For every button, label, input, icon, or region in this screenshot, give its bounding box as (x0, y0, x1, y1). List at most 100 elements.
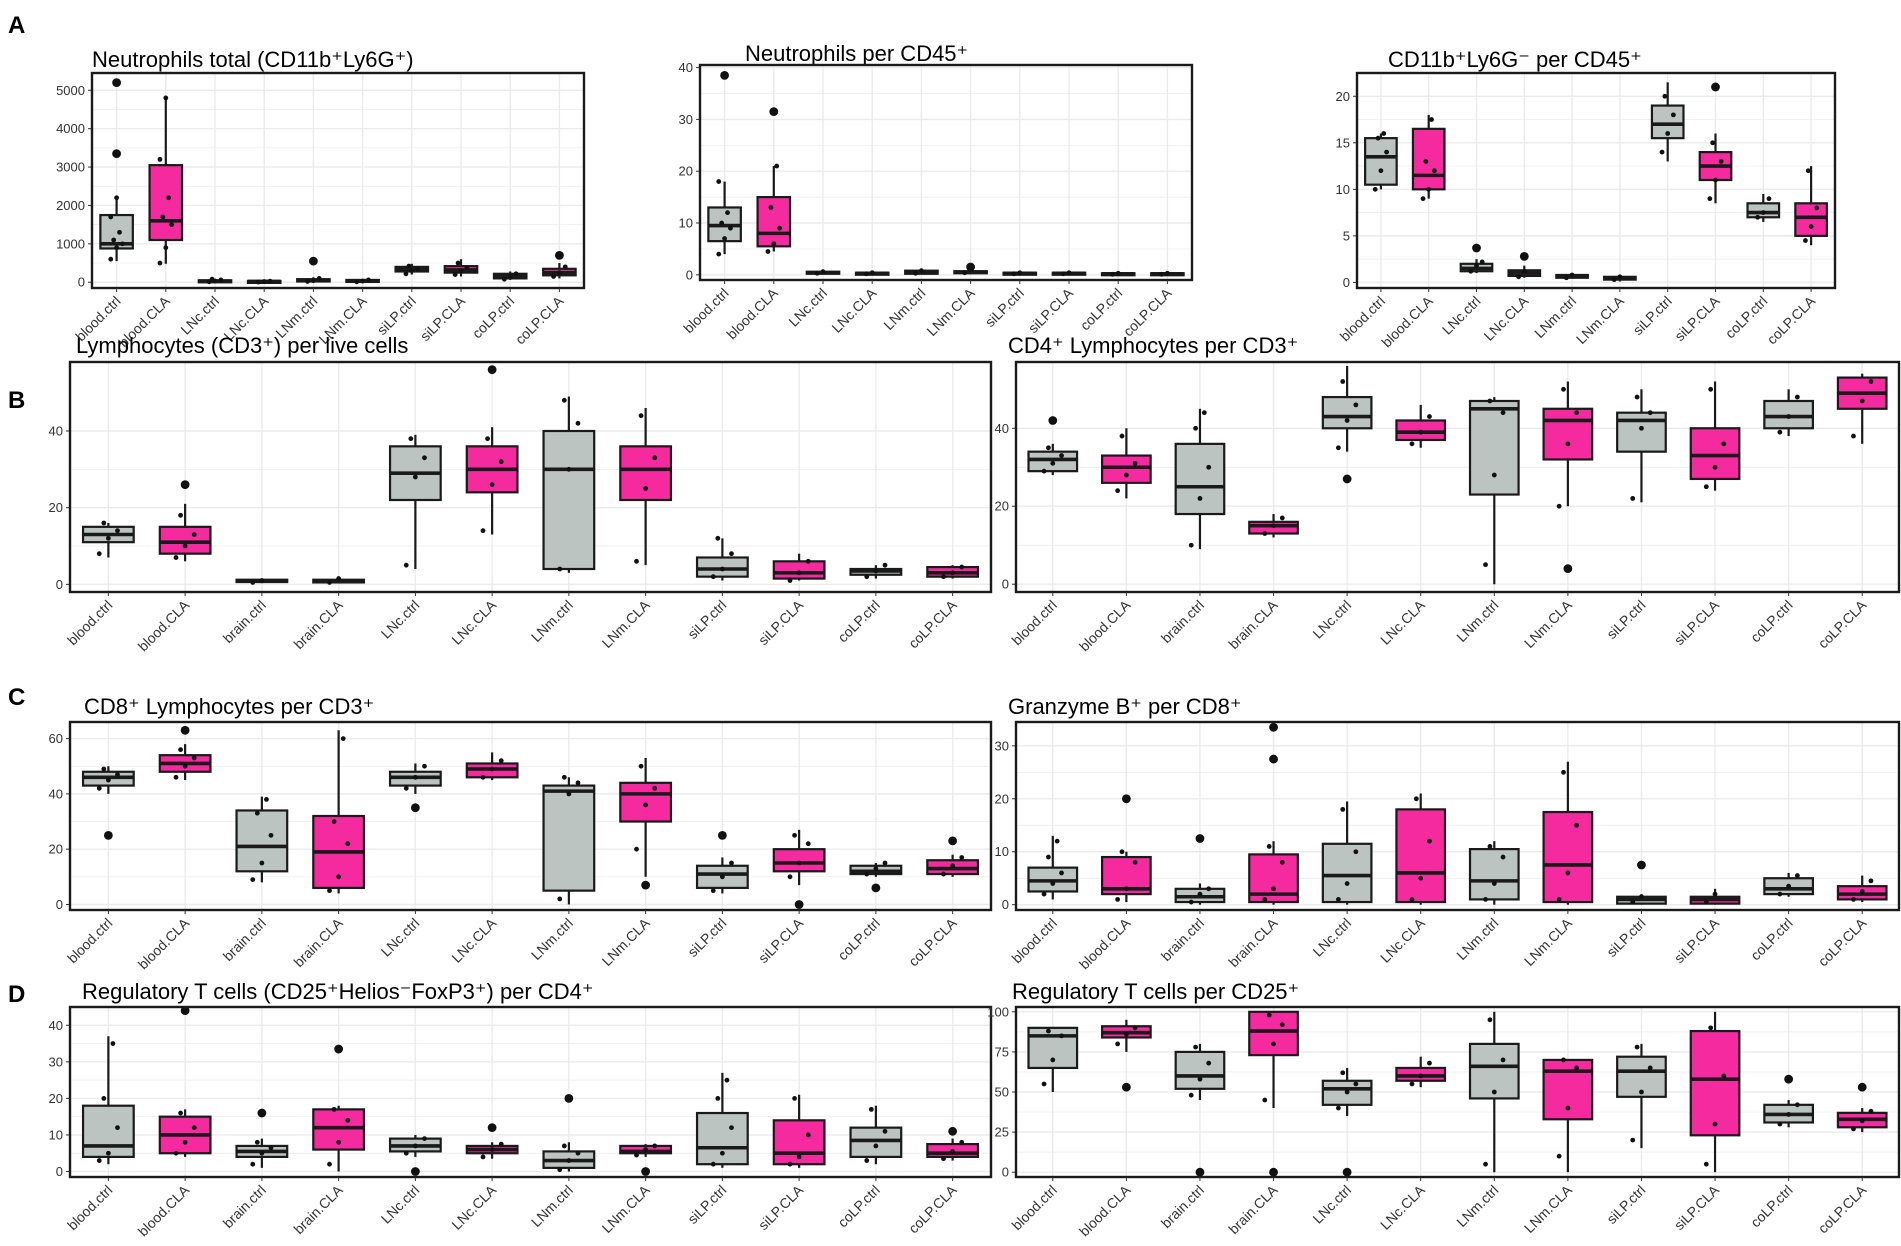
chart-title: Regulatory T cells (CD25⁺Helios⁻FoxP3⁺) … (82, 979, 593, 1004)
outlier-point (1269, 754, 1278, 764)
outlier-point (1195, 834, 1205, 843)
data-point (403, 1150, 409, 1156)
x-tick-label: coLP.CLA (905, 914, 960, 969)
data-point (452, 272, 458, 277)
y-tick-label: 20 (995, 499, 1009, 514)
box-coLP.ctrl (849, 860, 903, 893)
data-point (1165, 270, 1170, 276)
data-point (652, 785, 658, 791)
data-point (1046, 445, 1051, 451)
box-blood.CLA (1411, 114, 1446, 202)
data-point (1409, 897, 1415, 902)
x-tick-label: brain.CLA (290, 596, 346, 652)
outlier-point (769, 107, 779, 117)
y-tick-label: 40 (49, 424, 63, 439)
outlier-point (1269, 722, 1278, 732)
x-tick-label: coLP.CLA (905, 596, 960, 651)
data-point (1046, 854, 1051, 860)
x-tick-label: brain.ctrl (1158, 597, 1207, 646)
x-tick-label: brain.ctrl (1158, 1182, 1207, 1231)
data-point (105, 535, 111, 541)
x-tick-label: siLP.ctrl (684, 1182, 729, 1227)
data-point (412, 1143, 418, 1149)
y-tick-label: 100 (987, 1004, 1009, 1019)
data-point (561, 774, 567, 780)
y-tick-label: 10 (49, 1127, 63, 1142)
y-tick-label: 30 (49, 1054, 63, 1069)
data-point (941, 574, 946, 580)
data-point (489, 482, 495, 488)
data-point (1665, 131, 1671, 136)
data-point (218, 277, 224, 283)
box-coLP.CLA (542, 250, 577, 279)
data-point (1378, 168, 1384, 174)
data-point (255, 279, 261, 285)
outlier-point (641, 1167, 651, 1176)
box-LNc.ctrl (1321, 1067, 1373, 1177)
outlier-point (966, 262, 975, 272)
x-tick-label: blood.ctrl (1008, 915, 1059, 966)
x-tick-label: siLP.ctrl (1603, 597, 1648, 642)
outlier-point (1784, 1074, 1794, 1084)
data-point (480, 528, 486, 534)
data-point (1262, 531, 1268, 536)
x-tick-label: coLP.ctrl (1722, 293, 1771, 342)
data-point (327, 1161, 332, 1167)
chart-tregs-per-cd25: Regulatory T cells per CD25⁺ 0 25 50 75 100 bl… (987, 979, 1901, 1239)
outlier-point (180, 480, 190, 490)
y-tick-label: 0 (1002, 1165, 1009, 1180)
box-blood.ctrl (81, 520, 135, 558)
chart-title: Neutrophils total (CD11b⁺Ly6G⁺) (92, 47, 414, 72)
data-point (1808, 224, 1814, 229)
box-blood.ctrl (1027, 1026, 1079, 1092)
data-point (157, 260, 163, 266)
data-point (719, 566, 725, 572)
plot-frame (698, 63, 1194, 282)
box-LNc.CLA (1395, 404, 1447, 448)
data-point (1565, 441, 1571, 447)
data-point (729, 551, 734, 557)
data-point (1647, 410, 1653, 416)
chart-cd8-per-cd3: CD8⁺ Lymphocytes per CD3⁺ 0 20 40 60 blood.ct… (49, 694, 993, 972)
x-tick-label: siLP.CLA (1671, 914, 1723, 966)
chart-title: Neutrophils per CD45⁺ (745, 41, 968, 66)
data-point (409, 268, 415, 274)
plot-frame (1014, 360, 1901, 594)
box-LNc.ctrl (1459, 243, 1494, 274)
data-point (1115, 488, 1121, 494)
box-body (1248, 1010, 1299, 1057)
box-LNm.ctrl (296, 256, 331, 284)
data-point (1777, 429, 1783, 435)
data-point (557, 566, 563, 572)
data-point (722, 236, 727, 241)
box-LNc.ctrl (388, 1134, 442, 1176)
data-point (513, 271, 519, 277)
data-point (1487, 844, 1493, 849)
data-point (557, 270, 562, 276)
x-tick-label: coLP.ctrl (1747, 1182, 1796, 1231)
data-point (1794, 394, 1800, 400)
data-point (403, 562, 409, 568)
chart-granzyme-b-per-cd8: Granzyme B⁺ per CD8⁺ 0 10 20 30 blood.ctrl blo… (995, 694, 1901, 972)
y-tick-label: 1000 (56, 236, 85, 251)
chart-cd11b-ly6g-neg-per-cd45: CD11b⁺Ly6G⁻ per CD45⁺05101520blood.ctrlb… (1336, 47, 1837, 350)
y-tick-label: 20 (49, 1091, 63, 1106)
data-point (787, 1161, 793, 1167)
data-point (501, 276, 507, 282)
x-tick-label: LNc.CLA (1377, 596, 1428, 647)
data-point (1500, 1057, 1506, 1063)
x-tick-label: blood.ctrl (64, 597, 115, 648)
data-point (115, 1125, 120, 1131)
data-point (259, 578, 265, 583)
outlier-point (1121, 794, 1131, 804)
box-LNm.CLA (1603, 274, 1637, 283)
data-point (719, 874, 725, 880)
data-point (1041, 1081, 1047, 1087)
outlier-point (871, 883, 881, 893)
x-tick-label: brain.ctrl (220, 915, 269, 964)
data-point (412, 774, 418, 780)
x-tick-label: blood.ctrl (1008, 597, 1059, 648)
data-point (1851, 1126, 1856, 1132)
data-point (1201, 410, 1207, 416)
data-point (1718, 159, 1724, 164)
